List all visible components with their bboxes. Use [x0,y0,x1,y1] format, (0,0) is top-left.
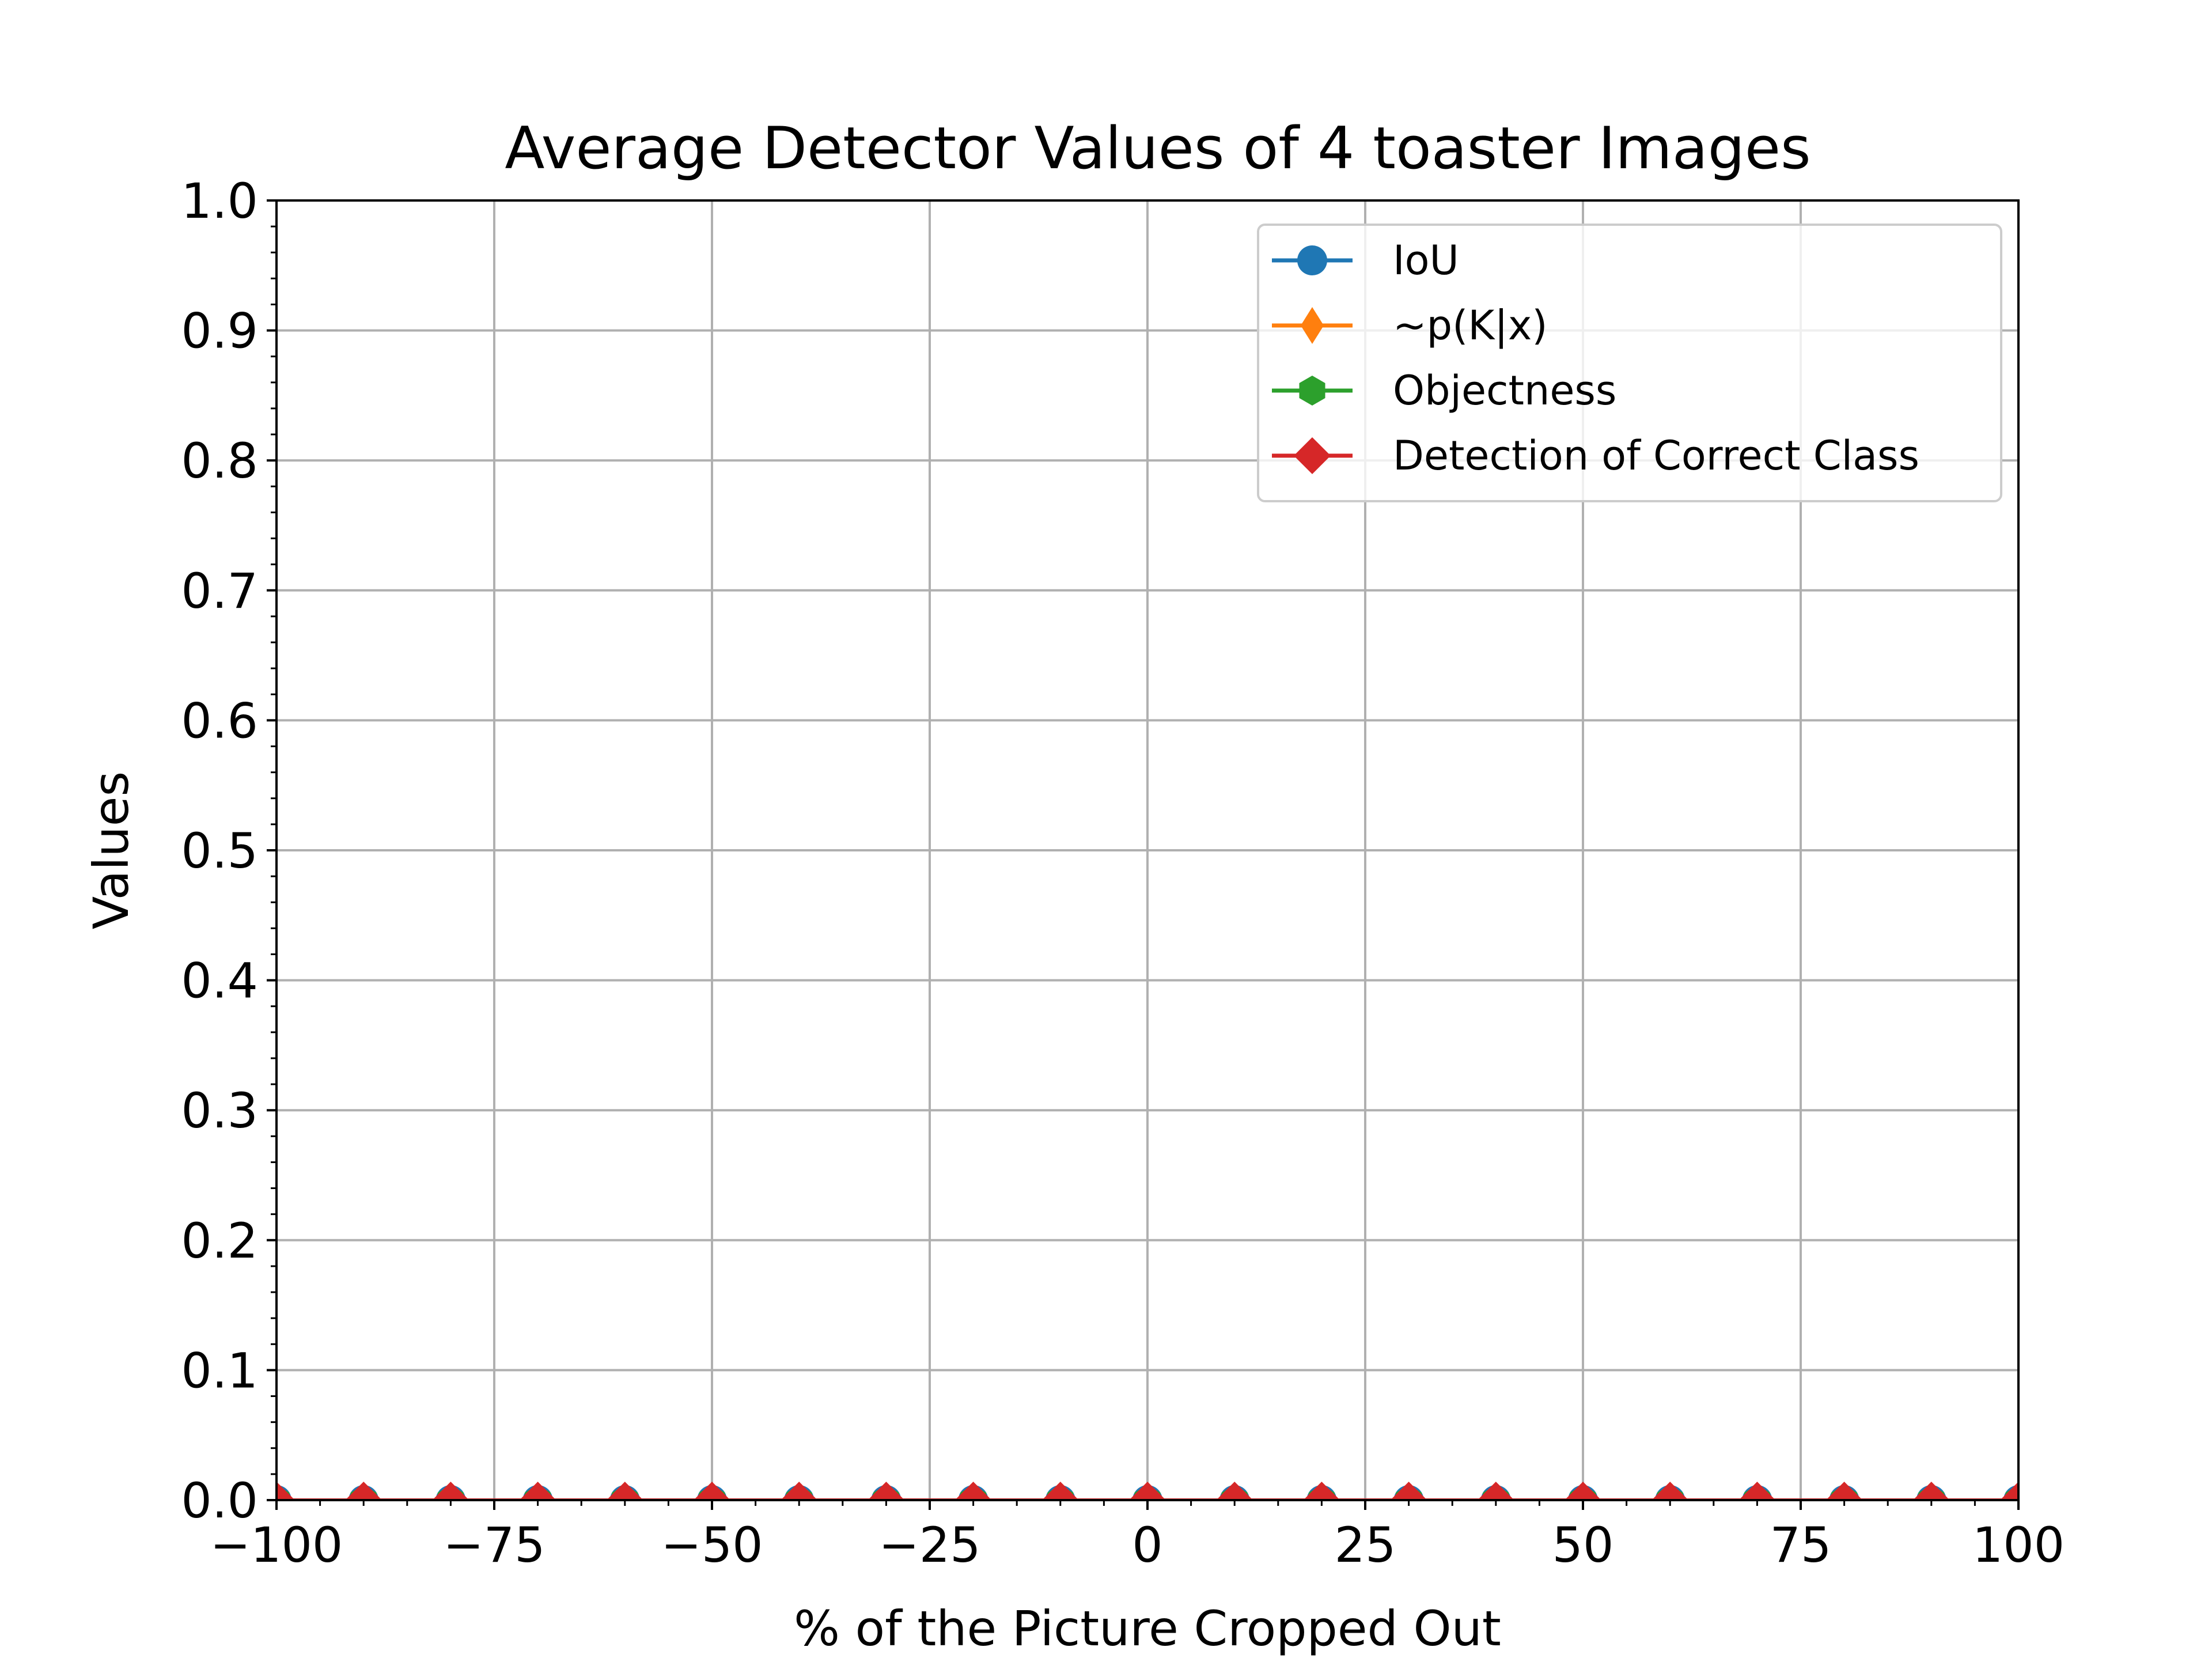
x-tick-label: 0 [1132,1517,1162,1573]
x-tick-label: 25 [1335,1517,1396,1573]
series-layer [276,1482,2018,1500]
data-point [868,1482,905,1500]
legend-label: Detection of Correct Class [1393,432,1919,479]
x-tick-label: −50 [661,1517,763,1573]
legend-item: Objectness [1272,367,1616,414]
y-tick-label: 0.0 [181,1472,258,1529]
x-tick-label: 100 [1972,1517,2065,1573]
data-point [1825,1482,1863,1500]
legend: IoU ~p(K|x) Objectness Detection of Correct… [1257,224,2002,502]
legend-label: Objectness [1393,367,1616,414]
legend-label: ~p(K|x) [1393,302,1548,349]
data-point [1041,1482,1079,1500]
data-point [781,1482,818,1500]
axis-ticks: −100 −75 −50 −25 0 25 50 75 100 0.0 0.1 0.2 0.3 0.4 0.… [181,173,2065,1573]
data-point [276,1482,295,1500]
x-tick-label: 75 [1770,1517,1832,1573]
data-point [432,1482,469,1500]
y-tick-label: 0.4 [181,953,258,1009]
data-point [1390,1482,1427,1500]
chart-title: Average Detector Values of 4 toaster Ima… [505,114,1810,182]
legend-marker [1301,307,1324,344]
y-tick-label: 0.1 [181,1342,258,1399]
x-tick-label: −100 [210,1517,343,1573]
data-point [1303,1482,1340,1500]
series-detection-of-correct-class [276,1482,2018,1500]
y-tick-label: 0.9 [181,303,258,359]
data-point [2000,1482,2018,1500]
y-tick-label: 0.5 [181,823,258,879]
legend-item: ~p(K|x) [1272,302,1548,349]
data-point [1216,1482,1253,1500]
legend-marker [1297,245,1327,275]
x-axis-label: % of the Picture Cropped Out [794,1600,1501,1657]
y-tick-label: 0.3 [181,1082,258,1139]
x-tick-label: 50 [1552,1517,1614,1573]
legend-label: IoU [1393,237,1459,284]
legend-marker [1294,437,1331,474]
data-point [1912,1482,1950,1500]
y-tick-label: 0.2 [181,1213,258,1269]
legend-marker [1299,376,1325,406]
y-tick-label: 0.8 [181,433,258,489]
data-point [1129,1482,1166,1500]
legend-item: Detection of Correct Class [1272,432,1919,479]
legend-box [1257,224,2002,502]
y-axis-label: Values [83,771,139,929]
data-point [694,1482,730,1500]
x-tick-label: −25 [878,1517,980,1573]
data-point [345,1482,382,1500]
data-point [606,1482,643,1500]
data-point [519,1482,556,1500]
y-tick-label: 1.0 [181,173,258,229]
data-point [1565,1482,1601,1500]
y-tick-label: 0.7 [181,563,258,619]
data-point [1477,1482,1514,1500]
y-tick-label: 0.6 [181,692,258,749]
data-point [1652,1482,1689,1500]
data-point [1738,1482,1776,1500]
legend-item: IoU [1272,237,1459,284]
x-tick-label: −75 [443,1517,545,1573]
data-point [955,1482,992,1500]
